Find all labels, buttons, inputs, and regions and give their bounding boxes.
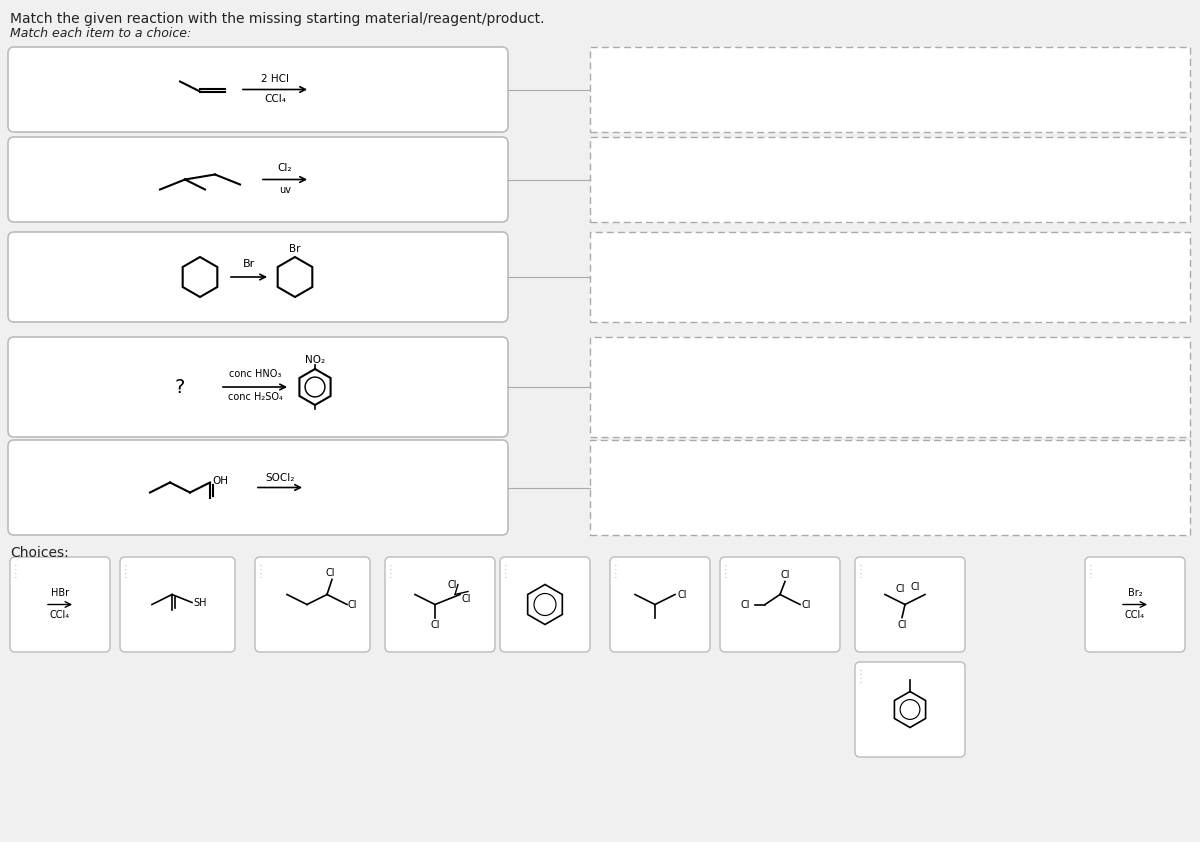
Text: Br: Br xyxy=(289,244,301,254)
Text: Cl: Cl xyxy=(802,600,811,610)
Text: :: : xyxy=(259,570,263,580)
FancyBboxPatch shape xyxy=(256,557,370,652)
Text: :: : xyxy=(259,562,263,572)
Text: conc H₂SO₄: conc H₂SO₄ xyxy=(228,392,282,402)
Text: :: : xyxy=(724,570,727,580)
Bar xyxy=(590,47,1190,132)
FancyBboxPatch shape xyxy=(385,557,496,652)
Text: Cl: Cl xyxy=(325,568,335,578)
Text: SH: SH xyxy=(193,598,206,607)
FancyBboxPatch shape xyxy=(500,557,590,652)
Text: Br₂: Br₂ xyxy=(1128,588,1142,598)
Text: Cl: Cl xyxy=(898,620,907,630)
Text: :: : xyxy=(504,570,508,580)
Text: :: : xyxy=(859,570,863,580)
Text: Cl: Cl xyxy=(431,620,439,630)
Text: Choices:: Choices: xyxy=(10,546,68,560)
Text: :: : xyxy=(124,570,127,580)
Text: CCl₄: CCl₄ xyxy=(264,93,286,104)
FancyBboxPatch shape xyxy=(854,557,965,652)
Text: :: : xyxy=(14,570,18,580)
Text: :: : xyxy=(614,570,618,580)
Text: :: : xyxy=(504,562,508,572)
Text: Br: Br xyxy=(242,259,256,269)
FancyBboxPatch shape xyxy=(8,337,508,437)
Text: Cl: Cl xyxy=(448,579,457,589)
Text: ?: ? xyxy=(175,377,185,397)
Text: OH: OH xyxy=(212,476,228,486)
Text: SOCl₂: SOCl₂ xyxy=(265,472,295,482)
Text: :: : xyxy=(14,562,18,572)
FancyBboxPatch shape xyxy=(610,557,710,652)
Text: Match the given reaction with the missing starting material/reagent/product.: Match the given reaction with the missin… xyxy=(10,12,545,26)
Text: Cl: Cl xyxy=(347,600,356,610)
FancyBboxPatch shape xyxy=(8,137,508,222)
Text: NO₂: NO₂ xyxy=(305,355,325,365)
Text: Cl: Cl xyxy=(462,594,472,605)
FancyBboxPatch shape xyxy=(10,557,110,652)
Text: Cl: Cl xyxy=(911,582,919,591)
Text: :: : xyxy=(389,562,392,572)
Text: Cl: Cl xyxy=(895,584,905,594)
Text: :: : xyxy=(859,562,863,572)
Bar xyxy=(590,337,1190,437)
FancyBboxPatch shape xyxy=(1085,557,1186,652)
Text: :: : xyxy=(614,562,618,572)
Text: :: : xyxy=(859,667,863,677)
Bar xyxy=(590,137,1190,222)
Text: :: : xyxy=(859,675,863,685)
Text: :: : xyxy=(724,562,727,572)
Bar xyxy=(590,440,1190,535)
FancyBboxPatch shape xyxy=(720,557,840,652)
FancyBboxPatch shape xyxy=(120,557,235,652)
FancyBboxPatch shape xyxy=(854,662,965,757)
Text: CCl₄: CCl₄ xyxy=(50,610,70,620)
Text: uv: uv xyxy=(278,184,292,195)
Text: Cl: Cl xyxy=(740,600,750,610)
Text: 2 HCl: 2 HCl xyxy=(262,73,289,83)
Text: Cl: Cl xyxy=(780,569,790,579)
Text: Cl₂: Cl₂ xyxy=(277,163,293,173)
Text: Match each item to a choice:: Match each item to a choice: xyxy=(10,27,191,40)
Bar xyxy=(590,232,1190,322)
Text: :: : xyxy=(1090,562,1093,572)
Text: :: : xyxy=(389,570,392,580)
FancyBboxPatch shape xyxy=(8,47,508,132)
Text: :: : xyxy=(124,562,127,572)
Text: conc HNO₃: conc HNO₃ xyxy=(229,369,281,379)
Text: HBr: HBr xyxy=(50,588,70,598)
Text: Cl: Cl xyxy=(677,589,686,600)
Text: :: : xyxy=(1090,570,1093,580)
FancyBboxPatch shape xyxy=(8,232,508,322)
FancyBboxPatch shape xyxy=(8,440,508,535)
Text: CCl₄: CCl₄ xyxy=(1124,610,1145,620)
